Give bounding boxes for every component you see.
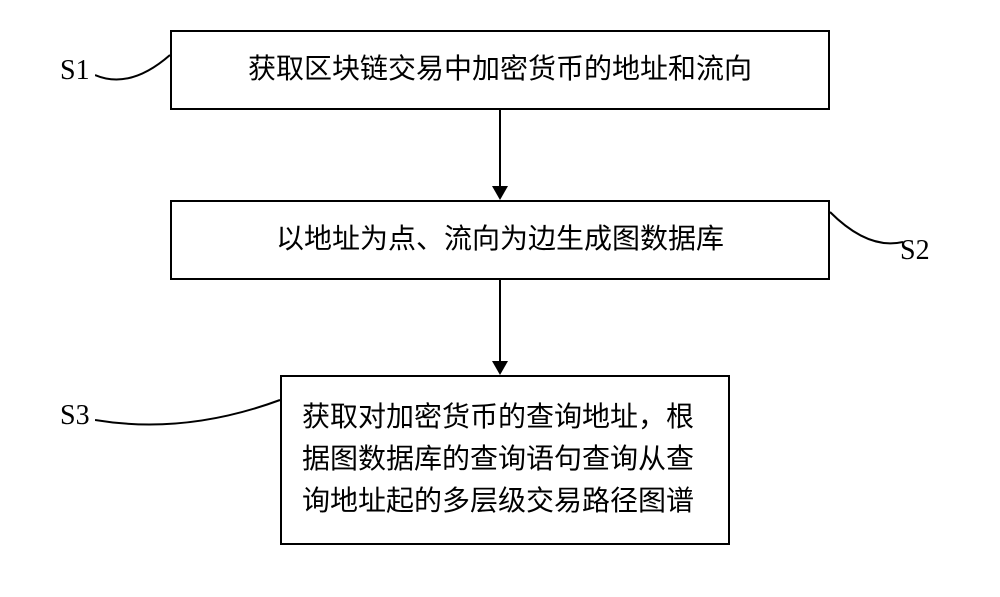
flow-label-s2: S2 [900, 235, 930, 267]
flow-label-s1: S1 [60, 55, 90, 87]
connector-s1-label [95, 50, 175, 90]
flow-step-s3: 获取对加密货币的查询地址，根据图数据库的查询语句查询从查询地址起的多层级交易路径… [280, 375, 730, 545]
connector-s3-label [95, 395, 285, 435]
arrow-s2-s3-head [492, 361, 508, 375]
arrow-s1-s2-line [499, 110, 501, 186]
flow-step-s1-text: 获取区块链交易中加密货币的地址和流向 [248, 49, 752, 91]
flow-step-s3-text: 获取对加密货币的查询地址，根据图数据库的查询语句查询从查询地址起的多层级交易路径… [302, 397, 708, 523]
arrow-s1-s2-head [492, 186, 508, 200]
flow-step-s1: 获取区块链交易中加密货币的地址和流向 [170, 30, 830, 110]
flow-label-s3: S3 [60, 400, 90, 432]
flow-step-s2: 以地址为点、流向为边生成图数据库 [170, 200, 830, 280]
connector-s2-label [828, 210, 903, 255]
flow-step-s2-text: 以地址为点、流向为边生成图数据库 [276, 219, 724, 261]
arrow-s2-s3-line [499, 280, 501, 361]
